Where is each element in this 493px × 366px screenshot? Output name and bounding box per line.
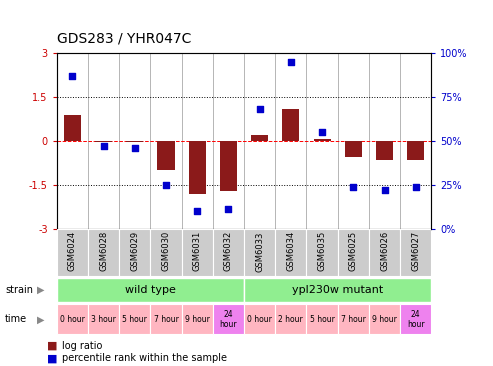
Bar: [251, 135, 268, 141]
Text: GDS283 / YHR047C: GDS283 / YHR047C: [57, 32, 191, 46]
Bar: [57, 278, 244, 302]
Text: 9 hour: 9 hour: [372, 315, 397, 324]
Bar: [369, 305, 400, 334]
Bar: [181, 305, 213, 334]
Point: [193, 208, 201, 214]
Bar: [307, 305, 338, 334]
Text: GSM6029: GSM6029: [130, 231, 139, 271]
Bar: [213, 229, 244, 276]
Bar: [314, 139, 331, 141]
Bar: [57, 229, 88, 276]
Bar: [244, 305, 275, 334]
Text: GSM6035: GSM6035: [317, 231, 326, 271]
Text: GSM6026: GSM6026: [380, 231, 389, 271]
Bar: [338, 229, 369, 276]
Point: [318, 129, 326, 135]
Text: ▶: ▶: [36, 285, 44, 295]
Text: 7 hour: 7 hour: [341, 315, 366, 324]
Text: 2 hour: 2 hour: [279, 315, 303, 324]
Point: [162, 182, 170, 188]
Text: 0 hour: 0 hour: [60, 315, 85, 324]
Bar: [119, 305, 150, 334]
Text: 24
hour: 24 hour: [407, 310, 424, 329]
Bar: [157, 141, 175, 170]
Bar: [57, 305, 88, 334]
Text: 5 hour: 5 hour: [310, 315, 335, 324]
Text: 0 hour: 0 hour: [247, 315, 272, 324]
Text: 24
hour: 24 hour: [219, 310, 237, 329]
Text: GSM6030: GSM6030: [162, 231, 171, 271]
Text: log ratio: log ratio: [62, 341, 102, 351]
Point: [131, 145, 139, 151]
Bar: [275, 229, 307, 276]
Bar: [181, 229, 213, 276]
Bar: [345, 141, 362, 157]
Text: ■: ■: [47, 341, 57, 351]
Text: ▶: ▶: [36, 314, 44, 324]
Bar: [275, 305, 307, 334]
Text: 9 hour: 9 hour: [185, 315, 210, 324]
Bar: [244, 278, 431, 302]
Point: [100, 143, 107, 149]
Bar: [95, 141, 112, 142]
Bar: [64, 115, 81, 141]
Text: GSM6024: GSM6024: [68, 231, 77, 271]
Bar: [150, 229, 181, 276]
Text: GSM6033: GSM6033: [255, 231, 264, 272]
Text: time: time: [5, 314, 27, 324]
Text: 5 hour: 5 hour: [122, 315, 147, 324]
Text: 3 hour: 3 hour: [91, 315, 116, 324]
Text: GSM6028: GSM6028: [99, 231, 108, 271]
Text: GSM6025: GSM6025: [349, 231, 358, 271]
Text: strain: strain: [5, 285, 33, 295]
Bar: [376, 141, 393, 160]
Bar: [88, 305, 119, 334]
Bar: [119, 229, 150, 276]
Bar: [338, 305, 369, 334]
Bar: [307, 229, 338, 276]
Point: [287, 59, 295, 65]
Text: ■: ■: [47, 353, 57, 363]
Bar: [282, 109, 299, 141]
Bar: [189, 141, 206, 194]
Text: GSM6027: GSM6027: [411, 231, 420, 271]
Bar: [213, 305, 244, 334]
Point: [69, 73, 76, 79]
Bar: [244, 229, 275, 276]
Text: GSM6032: GSM6032: [224, 231, 233, 271]
Text: wild type: wild type: [125, 285, 176, 295]
Bar: [88, 229, 119, 276]
Bar: [126, 141, 143, 142]
Text: ypl230w mutant: ypl230w mutant: [292, 285, 384, 295]
Point: [224, 206, 232, 212]
Bar: [400, 305, 431, 334]
Point: [412, 184, 420, 190]
Bar: [407, 141, 424, 160]
Bar: [400, 229, 431, 276]
Bar: [369, 229, 400, 276]
Bar: [150, 305, 181, 334]
Point: [381, 187, 388, 193]
Point: [350, 184, 357, 190]
Text: GSM6031: GSM6031: [193, 231, 202, 271]
Text: 7 hour: 7 hour: [153, 315, 178, 324]
Text: GSM6034: GSM6034: [286, 231, 295, 271]
Point: [256, 107, 264, 112]
Text: percentile rank within the sample: percentile rank within the sample: [62, 353, 227, 363]
Bar: [220, 141, 237, 191]
